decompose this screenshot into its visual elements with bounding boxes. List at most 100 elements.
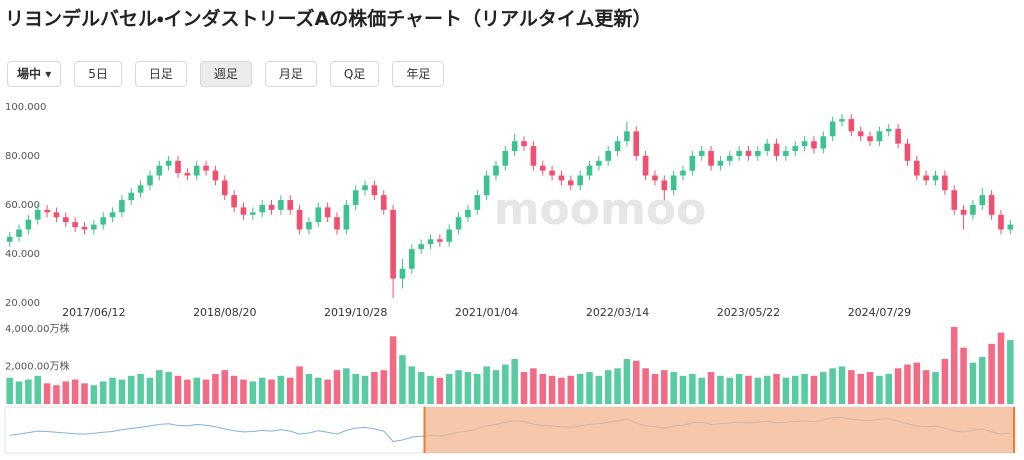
candle-body	[633, 131, 640, 156]
candle-body	[652, 175, 658, 181]
candle-body	[745, 150, 752, 156]
candle-body	[483, 175, 490, 196]
period-button[interactable]: Q足	[329, 61, 380, 87]
volume-bar	[436, 377, 444, 404]
volume-bar	[371, 372, 378, 404]
candle-body	[904, 143, 911, 161]
volume-bar	[333, 370, 341, 404]
candle-body	[586, 165, 593, 176]
candle-body	[212, 170, 219, 181]
volume-bar	[726, 377, 734, 404]
volume-bar	[707, 372, 715, 404]
candle-body	[156, 165, 163, 176]
candle-body	[988, 195, 995, 215]
candle-body	[184, 173, 191, 176]
candle-body	[867, 136, 873, 142]
volume-bar	[614, 368, 621, 404]
y-tick-label: 80.000	[5, 151, 40, 162]
volume-bar	[464, 372, 472, 404]
candle-body	[614, 141, 621, 151]
period-button[interactable]: 5日	[74, 61, 122, 87]
candle-body	[380, 195, 387, 210]
candle-body	[147, 175, 153, 186]
period-button[interactable]: 日足	[134, 61, 187, 87]
volume-bar	[661, 370, 668, 404]
volume-bar	[324, 379, 331, 404]
session-label: 場中	[17, 67, 42, 81]
candle-body	[848, 119, 855, 132]
candle-body	[567, 180, 574, 186]
volume-bar	[492, 370, 500, 404]
volume-bar	[530, 368, 537, 404]
candle-body	[409, 249, 415, 269]
candle-body	[72, 222, 78, 228]
candle-body	[511, 141, 518, 151]
candle-body	[474, 195, 481, 210]
candle-body	[811, 141, 817, 149]
candle-body	[539, 165, 546, 171]
candle-body	[455, 217, 462, 230]
y-tick-label: 60.000	[5, 200, 40, 211]
watermark: moomoo	[494, 184, 707, 235]
candle-body	[885, 128, 892, 132]
candle-body	[605, 150, 611, 161]
candle-body	[203, 165, 209, 171]
session-dropdown[interactable]: 場中 ▾	[7, 61, 62, 87]
volume-bar	[922, 370, 930, 404]
volume-bar	[548, 375, 556, 404]
volume-bar	[838, 366, 846, 404]
candle-body	[820, 136, 827, 149]
volume-bar	[520, 372, 528, 404]
candle-body	[44, 209, 50, 213]
candle-body	[81, 227, 88, 230]
candle-body	[783, 150, 789, 156]
volume-bar	[277, 375, 285, 404]
volume-bar	[71, 379, 79, 404]
volume-bar	[885, 373, 893, 404]
volume-bar	[745, 375, 752, 404]
volume-bar	[174, 375, 182, 404]
candle-body	[773, 143, 780, 156]
volume-bar	[165, 372, 172, 404]
candle-body	[661, 180, 668, 191]
volume-bar	[670, 372, 677, 404]
volume-bar	[118, 379, 126, 404]
volume-bar	[773, 373, 780, 404]
volume-bar	[782, 377, 790, 404]
volume-bar	[343, 368, 350, 404]
volume-bar	[99, 381, 107, 404]
candle-body	[362, 185, 368, 191]
candle-body	[736, 150, 742, 156]
volume-bar	[820, 372, 827, 404]
candle-body	[801, 141, 808, 147]
volume-bar	[829, 368, 836, 404]
candle-body	[876, 131, 883, 142]
candle-body	[221, 180, 228, 196]
candle-body	[109, 212, 116, 218]
candle-body	[549, 170, 555, 176]
volume-bar	[427, 375, 434, 404]
volume-bar	[62, 381, 70, 404]
period-button[interactable]: 年足	[392, 61, 445, 87]
candle-body	[670, 175, 677, 191]
candle-body	[960, 209, 967, 215]
candle-body	[596, 160, 602, 166]
candle-body	[726, 155, 733, 161]
page-title: リヨンデルバセル・インダストリーズAの株価チャート（リアルタイム更新）	[5, 8, 652, 30]
candle-body	[558, 175, 565, 181]
volume-bar	[801, 373, 808, 404]
volume-bar	[483, 366, 490, 404]
volume-bar	[876, 375, 883, 404]
candle-body	[829, 121, 836, 137]
candle-body	[689, 155, 696, 171]
volume-bar	[315, 377, 322, 404]
volume-bar	[866, 372, 874, 404]
candle-body	[502, 150, 509, 166]
volume-bar	[258, 377, 266, 404]
candle-body	[175, 160, 181, 174]
candle-body	[16, 229, 22, 237]
period-button[interactable]: 週足	[199, 61, 252, 87]
period-button[interactable]: 月足	[264, 61, 317, 87]
volume-bar	[455, 370, 462, 404]
candle-body	[951, 190, 958, 210]
